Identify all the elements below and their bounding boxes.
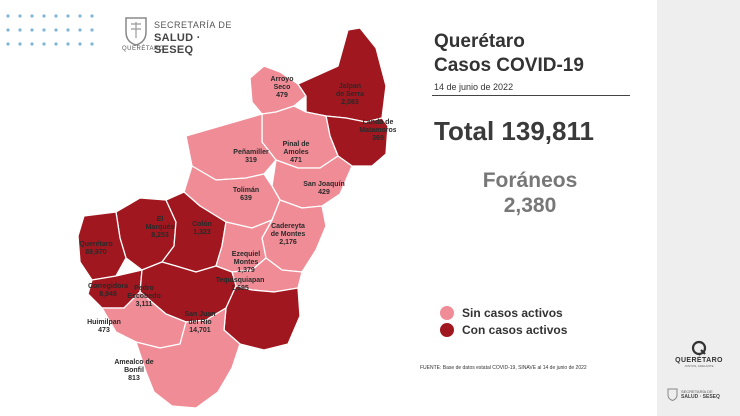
title-line1: Querétaro xyxy=(434,31,525,52)
municipality-amealco-de-bonfil xyxy=(135,307,241,409)
foraneos-label: Foráneos xyxy=(482,169,578,192)
municipality-label-corregidora: Corregidora 8,949 xyxy=(88,283,128,298)
small-logo-line1: SECRETARÍA DE xyxy=(681,389,713,394)
foraneos-block: Foráneos 2,380 xyxy=(430,168,630,218)
queretaro-map: Arroyo Seco 479 Jalpan de Serra 2,083 Landa de… xyxy=(77,27,396,409)
report-date: 14 de junio de 2022 xyxy=(434,82,514,92)
queretaro-logo-sub: JUNTOS, ADELANTE xyxy=(684,364,714,368)
foraneos-value: 2,380 xyxy=(503,194,557,217)
decorative-dots xyxy=(6,14,94,46)
queretaro-logo: QUERÉTARO JUNTOS, ADELANTE xyxy=(668,340,730,376)
title-divider xyxy=(432,95,630,96)
legend-active-swatch xyxy=(440,323,454,337)
municipality-label-arroyo-seco: Arroyo Seco 479 xyxy=(271,76,294,99)
municipality-label-san-juan-del-rio: San Juan del Río 14,701 xyxy=(184,311,215,334)
municipality-label-queretaro: Querétaro 89,970 xyxy=(79,241,112,256)
slide: SECRETARÍA DE SALUD · SESEQ QUERÉTARO Ar… xyxy=(6,12,630,409)
municipality-label-landa-de-matamoros: Landa de Matamoros 369 xyxy=(359,119,396,142)
total-cases: Total 139,811 xyxy=(434,116,594,146)
legend-inactive-swatch xyxy=(440,306,454,320)
small-coat-of-arms-icon xyxy=(667,388,678,401)
municipality-label-el-marques: El Marqués 8,253 xyxy=(146,216,175,239)
page-title: Querétaro Casos COVID-19 xyxy=(434,30,584,78)
municipality-label-tequisquiapan: Tequisquiapan 1,695 xyxy=(216,277,265,292)
municipality-jalpan-de-serra xyxy=(297,27,387,123)
logo-line3: QUERÉTARO xyxy=(122,46,165,52)
municipality-label-colon: Colón 1,323 xyxy=(192,221,212,236)
municipality-label-huimilpan: Huimilpan 473 xyxy=(87,319,121,334)
municipality-arroyo-seco xyxy=(249,65,307,115)
logo-line1: SECRETARÍA DE xyxy=(154,20,232,30)
municipality-label-penamiller: Peñamiller 319 xyxy=(233,149,269,164)
title-line2: Casos COVID-19 xyxy=(434,55,584,76)
municipality-label-jalpan-de-serra: Jalpan de Serra 2,083 xyxy=(336,83,364,106)
municipality-label-pedro-escobedo: Pedro Escobedo 3,111 xyxy=(127,285,160,308)
municipality-label-ezequiel-montes: Ezequiel Montes 1,379 xyxy=(232,251,260,274)
municipality-label-san-joaquin: San Joaquín 429 xyxy=(303,181,345,196)
legend-active-label: Con casos activos xyxy=(462,323,568,337)
queretaro-logo-text: QUERÉTARO xyxy=(675,357,723,364)
municipality-label-pinal-de-amoles: Pinal de Amoles 471 xyxy=(283,141,310,164)
municipality-label-cadereyta-de-montes: Cadereyta de Montes 2,176 xyxy=(271,223,306,246)
sidebar xyxy=(657,0,740,416)
coat-of-arms-icon xyxy=(125,17,147,46)
source-note: FUENTE: Base de datos estatal COVID-19, … xyxy=(420,365,587,371)
municipality-label-toliman: Tolimán 639 xyxy=(233,187,259,202)
seseq-small-logo: SECRETARÍA DE SALUD · SESEQ xyxy=(667,386,733,406)
legend-inactive-label: Sin casos activos xyxy=(462,306,563,320)
municipality-label-amealco-de-bonfil: Amealco de Bonfil 813 xyxy=(114,359,153,382)
queretaro-q-icon xyxy=(691,340,707,356)
seseq-logo: SECRETARÍA DE SALUD · SESEQ QUERÉTARO xyxy=(122,12,242,58)
small-logo-line2: SALUD · SESEQ xyxy=(681,394,720,400)
logo-line2: SALUD · SESEQ xyxy=(154,32,201,56)
